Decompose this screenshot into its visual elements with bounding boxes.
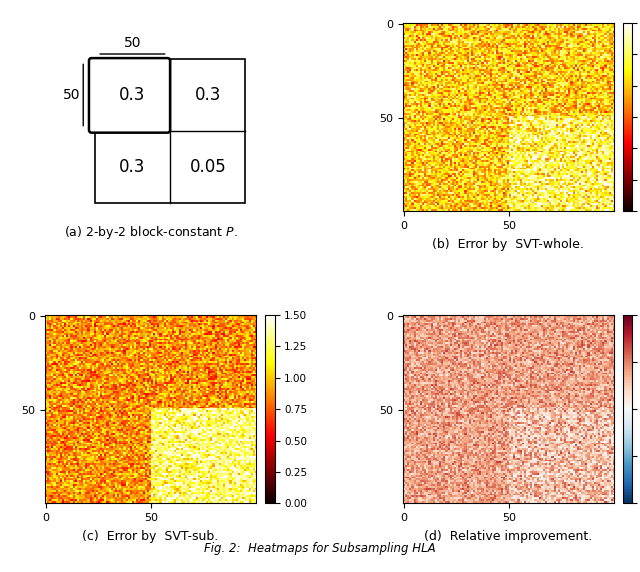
FancyBboxPatch shape — [89, 58, 170, 133]
Text: (d)  Relative improvement.: (d) Relative improvement. — [424, 530, 593, 543]
Text: 50: 50 — [63, 88, 81, 102]
Text: (a) 2-by-2 block-constant $P$.: (a) 2-by-2 block-constant $P$. — [63, 224, 237, 241]
Text: (c)  Error by  SVT-sub.: (c) Error by SVT-sub. — [82, 530, 218, 543]
Text: 50: 50 — [124, 37, 141, 50]
Text: Fig. 2:  Heatmaps for Subsampling HLA: Fig. 2: Heatmaps for Subsampling HLA — [204, 542, 436, 555]
Text: 0.3: 0.3 — [195, 86, 221, 104]
Bar — [95, 59, 246, 203]
Text: 0.3: 0.3 — [119, 158, 145, 176]
Text: 0.3: 0.3 — [119, 86, 145, 104]
Text: 0.05: 0.05 — [189, 158, 226, 176]
Text: (b)  Error by  SVT-whole.: (b) Error by SVT-whole. — [432, 238, 584, 251]
